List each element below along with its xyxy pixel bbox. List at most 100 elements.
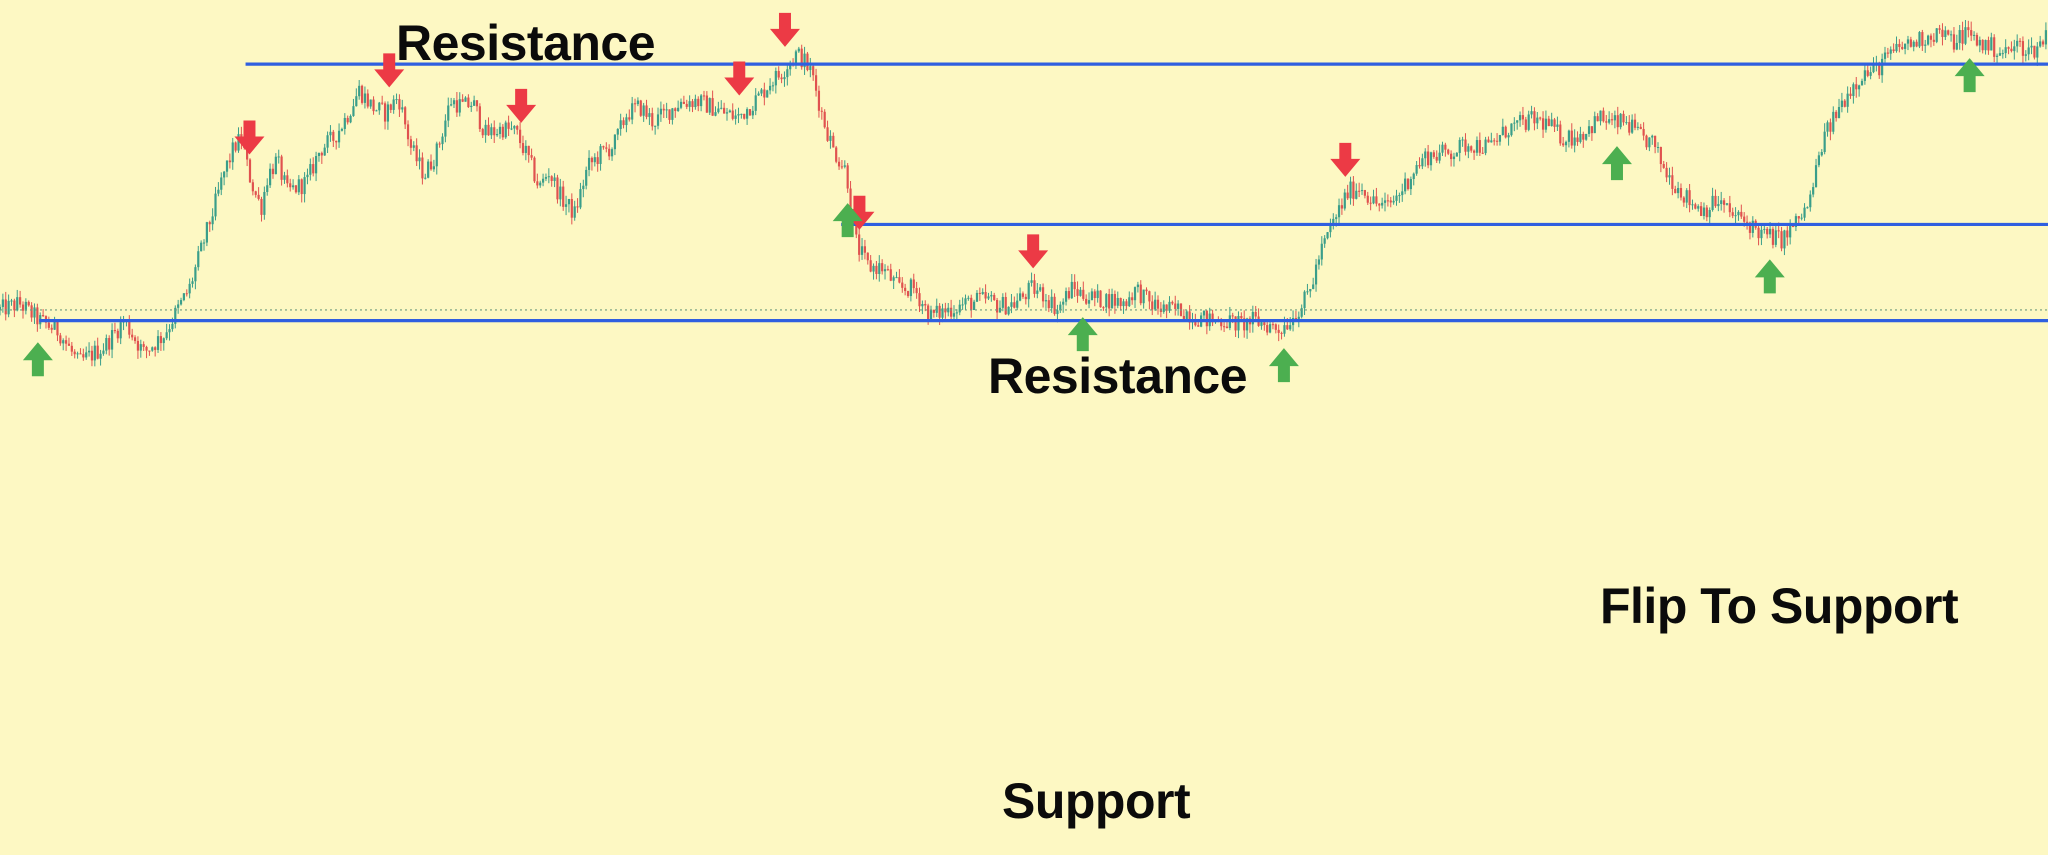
candle [56,319,59,342]
candle [386,101,390,130]
candle [1280,331,1283,340]
candle [1691,199,1694,210]
candle [1610,112,1614,126]
candle [1605,115,1608,130]
candle [504,120,507,139]
candle [1679,183,1683,201]
candle [1133,286,1137,309]
support-arrow-icon [1601,146,1632,181]
candle [1832,106,1835,135]
candle [674,107,677,118]
candle [1751,216,1754,238]
candle [108,335,111,356]
candle [665,102,668,119]
candle [320,151,323,164]
candle [958,299,961,316]
arrow-markers [22,12,1985,383]
candle [82,348,85,361]
candle [1013,296,1016,309]
candle [608,144,611,161]
candle [452,97,456,109]
candle [915,281,918,299]
candle [1935,28,1938,44]
candle [1840,92,1843,113]
candle [1757,224,1760,246]
candle [1171,300,1174,306]
candle [892,275,895,290]
candle [2001,49,2004,59]
candle [323,143,326,156]
candle [21,301,25,319]
candle [99,349,102,366]
candle [1493,138,1496,146]
candle [2021,36,2025,64]
candle [1004,292,1007,316]
candle [478,103,481,132]
candle [599,143,602,171]
candle [570,193,573,225]
candle [1843,99,1846,108]
candle [1599,110,1602,126]
candle [1404,172,1407,195]
candle [4,291,7,321]
candle [1970,21,1973,42]
candle [875,260,878,280]
candle [27,300,30,307]
candle [1918,31,1921,49]
candle [1059,301,1062,314]
candle [935,298,938,318]
candle [85,346,88,360]
candle [1470,145,1473,153]
candle [1516,120,1519,130]
candle [1036,283,1039,299]
candle [294,184,298,194]
candle [1438,144,1441,164]
candle [1343,188,1346,211]
candle [883,264,887,280]
candle [1504,125,1507,139]
candle [1156,295,1160,315]
candle [1326,231,1329,240]
candle [2027,39,2030,61]
candle [639,99,642,117]
candle [1513,117,1516,132]
candle [1128,291,1131,307]
candle [484,119,487,143]
candle [1800,213,1803,221]
candle [1720,191,1723,211]
candle [1188,305,1191,330]
candle [679,98,683,110]
candle [616,128,619,141]
candle [843,160,846,169]
candle [1926,34,1930,46]
resistance-arrow-icon [506,88,537,123]
candle [685,99,688,110]
candle [562,180,565,211]
candle [809,57,812,78]
candle [748,109,752,116]
candle [205,221,208,247]
candle [1050,289,1053,313]
candle [1633,113,1637,131]
candle [355,88,358,107]
candle [1085,294,1088,305]
candle [1211,309,1214,327]
candle [886,265,890,271]
candle [1952,27,1956,53]
candle [182,292,186,302]
candle [579,182,582,210]
support-arrow-icon [1067,317,1098,352]
candle [2018,38,2022,47]
candle [329,125,332,142]
candle [1659,146,1662,173]
candle [1590,126,1594,141]
candle [47,316,50,331]
candle [1,293,4,313]
candle [1165,304,1168,319]
candle [1714,189,1717,208]
candle [409,135,413,155]
candle [309,158,312,181]
candle [1823,123,1826,155]
candle [878,255,881,282]
candle [1007,306,1010,316]
